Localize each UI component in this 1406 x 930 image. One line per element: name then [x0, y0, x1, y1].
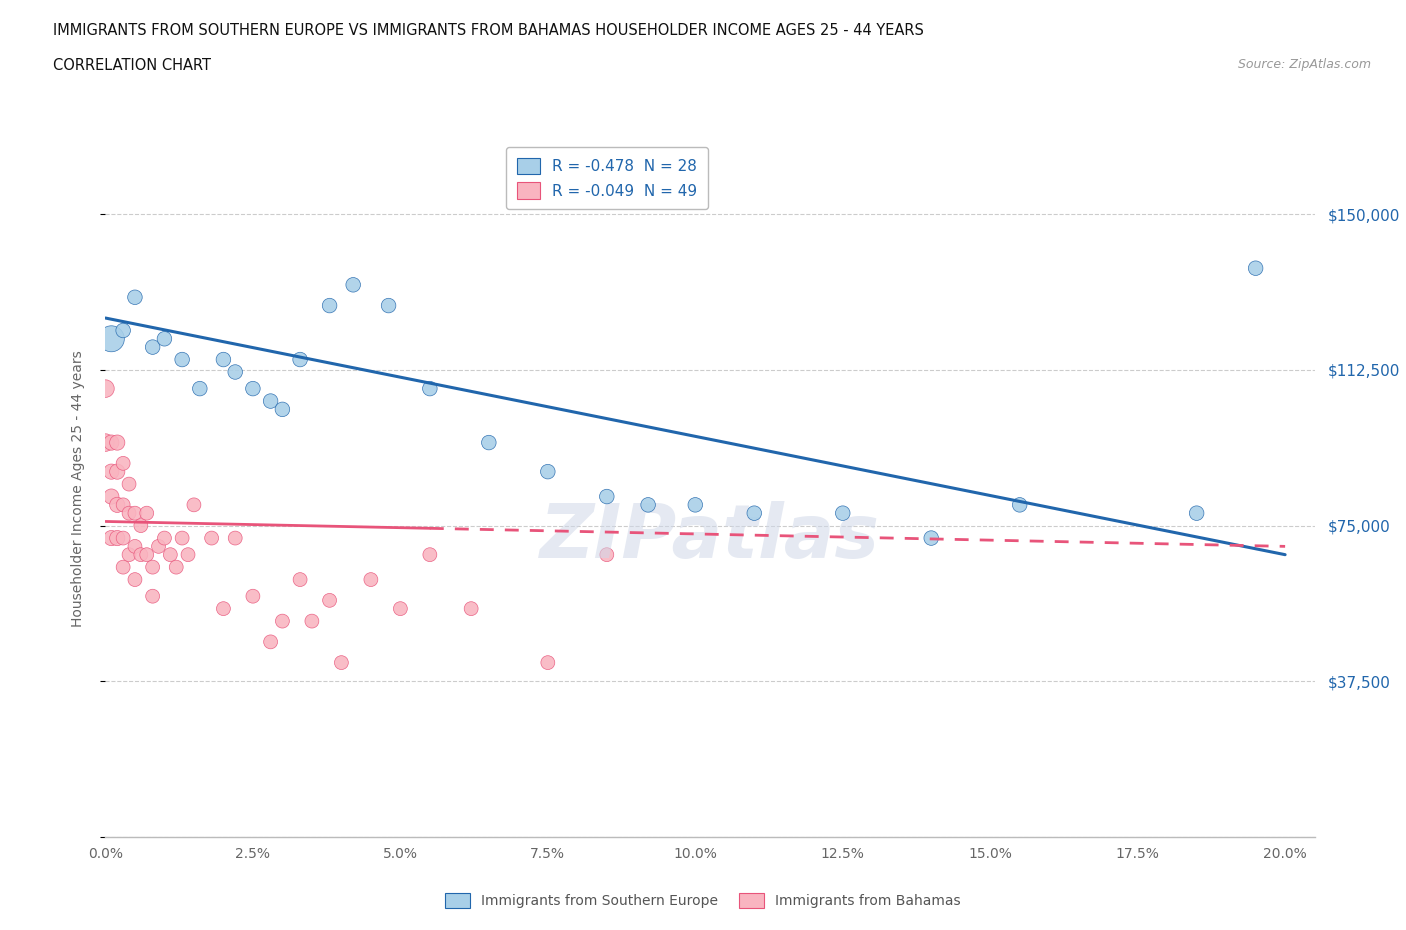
Point: [105, 531, 128, 546]
Point: [94, 435, 117, 450]
Point: [105, 464, 128, 479]
Point: [112, 456, 135, 471]
Point: [212, 601, 235, 616]
Point: [142, 589, 165, 604]
Point: [224, 531, 246, 546]
Point: [112, 560, 135, 575]
Point: [129, 518, 152, 533]
Point: [124, 290, 146, 305]
Point: [342, 277, 364, 292]
Point: [920, 531, 942, 546]
Point: [100, 435, 122, 450]
Point: [124, 506, 146, 521]
Point: [118, 547, 141, 562]
Point: [100, 464, 122, 479]
Point: [124, 572, 146, 587]
Point: [742, 506, 765, 521]
Point: [112, 531, 135, 546]
Point: [153, 331, 176, 346]
Point: [242, 589, 264, 604]
Point: [1185, 506, 1208, 521]
Point: [212, 352, 235, 367]
Point: [596, 547, 619, 562]
Point: [224, 365, 246, 379]
Text: Source: ZipAtlas.com: Source: ZipAtlas.com: [1237, 58, 1371, 71]
Point: [637, 498, 659, 512]
Point: [419, 547, 441, 562]
Point: [419, 381, 441, 396]
Point: [135, 506, 157, 521]
Point: [165, 560, 187, 575]
Point: [460, 601, 482, 616]
Legend: R = -0.478  N = 28, R = -0.049  N = 49: R = -0.478 N = 28, R = -0.049 N = 49: [506, 147, 709, 209]
Point: [159, 547, 181, 562]
Point: [177, 547, 200, 562]
Point: [172, 531, 194, 546]
Point: [100, 489, 122, 504]
Legend: Immigrants from Southern Europe, Immigrants from Bahamas: Immigrants from Southern Europe, Immigra…: [440, 888, 966, 914]
Point: [172, 352, 194, 367]
Point: [201, 531, 224, 546]
Point: [301, 614, 323, 629]
Point: [142, 560, 165, 575]
Point: [537, 655, 560, 670]
Text: ZIPatlas: ZIPatlas: [540, 500, 880, 574]
Point: [271, 402, 294, 417]
Point: [129, 547, 152, 562]
Point: [259, 393, 281, 408]
Point: [112, 323, 135, 338]
Point: [318, 593, 340, 608]
Point: [259, 634, 281, 649]
Point: [242, 381, 264, 396]
Y-axis label: Householder Income Ages 25 - 44 years: Householder Income Ages 25 - 44 years: [70, 350, 84, 627]
Point: [105, 435, 128, 450]
Point: [188, 381, 211, 396]
Point: [112, 498, 135, 512]
Point: [478, 435, 501, 450]
Point: [100, 331, 122, 346]
Point: [135, 547, 157, 562]
Point: [153, 531, 176, 546]
Point: [1244, 260, 1267, 275]
Point: [377, 299, 399, 313]
Point: [685, 498, 707, 512]
Point: [94, 381, 117, 396]
Point: [183, 498, 205, 512]
Point: [389, 601, 412, 616]
Point: [105, 498, 128, 512]
Point: [330, 655, 353, 670]
Point: [100, 531, 122, 546]
Point: [118, 506, 141, 521]
Point: [360, 572, 382, 587]
Point: [1008, 498, 1031, 512]
Point: [831, 506, 853, 521]
Point: [124, 539, 146, 554]
Point: [596, 489, 619, 504]
Text: IMMIGRANTS FROM SOUTHERN EUROPE VS IMMIGRANTS FROM BAHAMAS HOUSEHOLDER INCOME AG: IMMIGRANTS FROM SOUTHERN EUROPE VS IMMIG…: [53, 23, 924, 38]
Point: [537, 464, 560, 479]
Point: [318, 299, 340, 313]
Point: [271, 614, 294, 629]
Point: [288, 352, 311, 367]
Point: [118, 477, 141, 492]
Point: [142, 339, 165, 354]
Point: [288, 572, 311, 587]
Point: [148, 539, 170, 554]
Text: CORRELATION CHART: CORRELATION CHART: [53, 58, 211, 73]
